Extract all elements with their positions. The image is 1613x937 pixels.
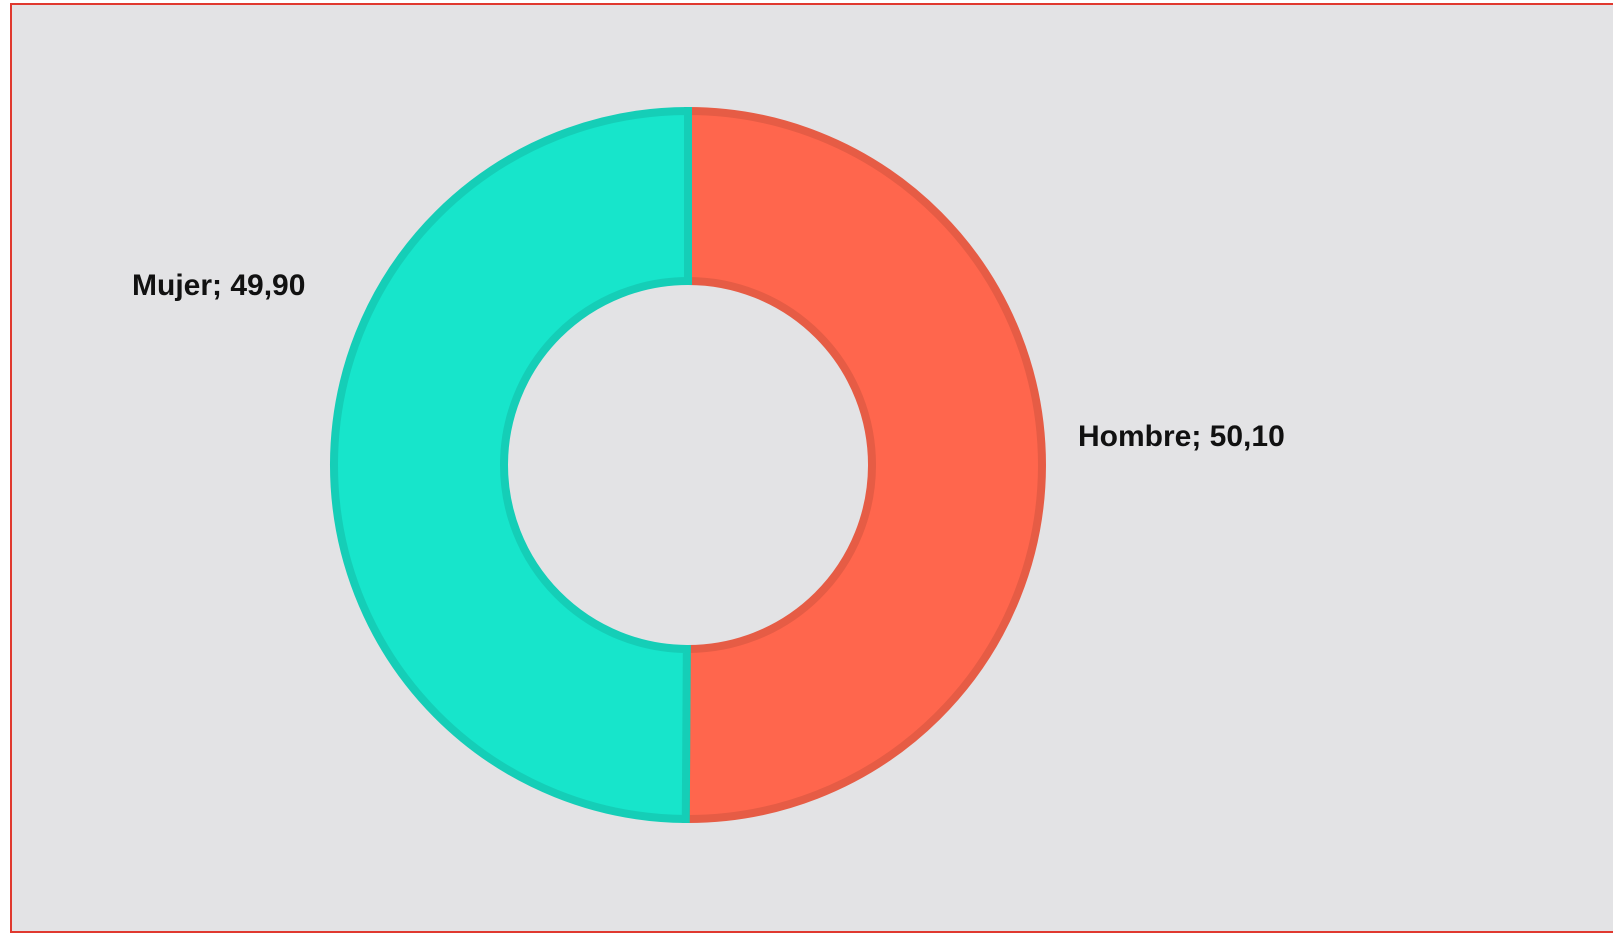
donut-segment xyxy=(681,106,1046,823)
donut-segment xyxy=(330,106,692,824)
data-label: Hombre; 50,10 xyxy=(1078,420,1285,453)
data-label: Mujer; 49,90 xyxy=(132,269,305,302)
chart-frame xyxy=(10,3,1613,933)
